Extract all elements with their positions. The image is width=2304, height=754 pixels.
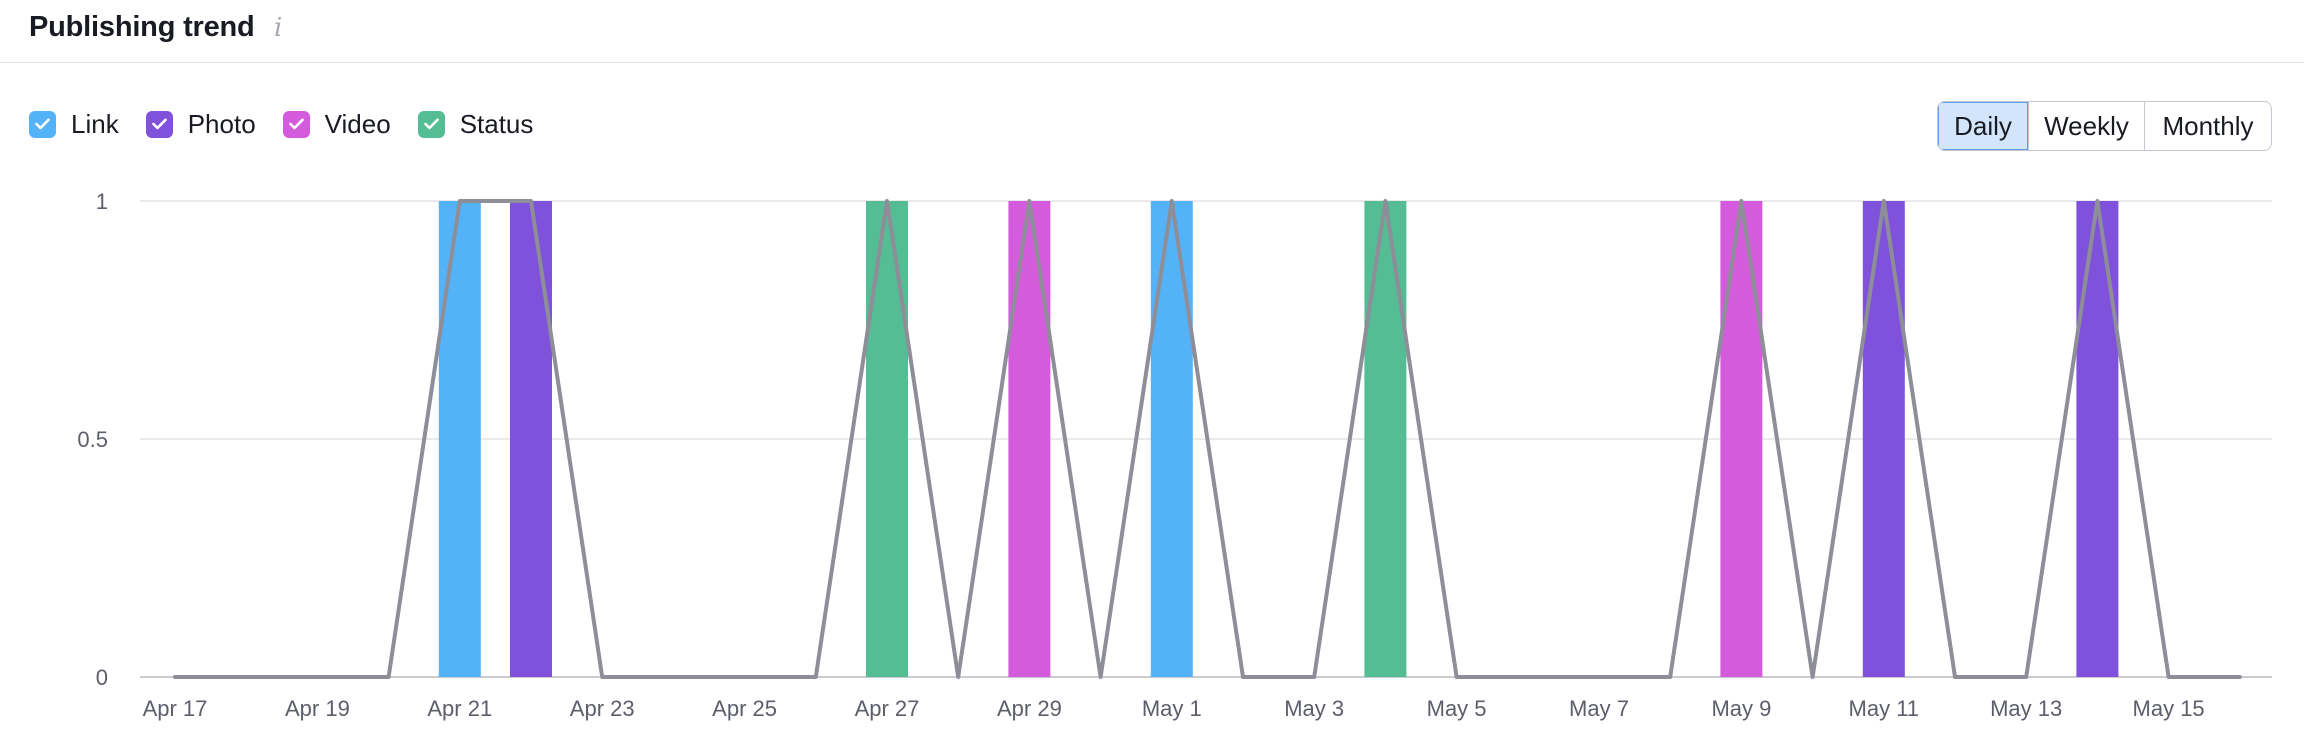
bar-video (1008, 201, 1051, 677)
check-icon (35, 118, 50, 130)
x-tick-label: Apr 19 (285, 696, 350, 721)
check-icon (151, 118, 167, 130)
legend-item-video[interactable]: Video (282, 108, 391, 140)
legend-item-photo[interactable]: Photo (145, 108, 256, 140)
x-tick-label: Apr 21 (427, 696, 492, 721)
y-tick-label: 0.5 (77, 427, 108, 452)
y-axis-ticks: 00.51 (77, 189, 108, 690)
total-line-layer (173, 199, 2242, 679)
x-tick-label: Apr 23 (570, 696, 635, 721)
video-checkbox[interactable] (282, 110, 310, 138)
bar-photo (2076, 201, 2119, 677)
x-tick-label: May 3 (1284, 696, 1344, 721)
link-checkbox[interactable] (29, 110, 56, 138)
x-tick-label: Apr 17 (143, 696, 208, 721)
x-tick-label: May 7 (1569, 696, 1629, 721)
x-tick-label: May 1 (1142, 696, 1202, 721)
status-checkbox[interactable] (417, 110, 445, 138)
x-axis-ticks: Apr 17 Apr 19 Apr 21 Apr 23 Apr 25 Apr 27 Apr … (143, 696, 2205, 721)
page-title: Publishing trend (29, 11, 255, 43)
daily-button[interactable]: Daily (1938, 102, 2028, 150)
bar-photo (510, 201, 552, 677)
check-icon (288, 118, 304, 130)
bar-video (1720, 201, 1763, 677)
widget-header: Publishing trend i (0, 0, 2304, 63)
bar-status (1364, 201, 1407, 677)
monthly-button[interactable]: Monthly (2144, 102, 2271, 150)
bar-link (438, 201, 481, 677)
weekly-button[interactable]: Weekly (2028, 102, 2144, 150)
x-tick-label: May 13 (1990, 696, 2062, 721)
x-tick-label: May 5 (1427, 696, 1487, 721)
period-toggle: Daily Weekly Monthly (1937, 101, 2272, 151)
legend-label-link: Link (71, 108, 119, 139)
legend-item-status[interactable]: Status (417, 108, 534, 140)
x-tick-label: Apr 27 (855, 696, 920, 721)
bar-photo (1862, 201, 1905, 677)
x-tick-label: May 9 (1711, 696, 1771, 721)
bars (438, 201, 2119, 677)
legend-item-link[interactable]: Link (29, 109, 119, 140)
bar-status (866, 201, 908, 677)
photo-checkbox[interactable] (145, 110, 173, 138)
legend-label-photo: Photo (187, 108, 256, 139)
check-icon (423, 118, 439, 130)
x-tick-label: May 15 (2133, 696, 2205, 721)
x-tick-label: May 11 (1849, 696, 1920, 721)
y-tick-label: 1 (96, 189, 108, 214)
legend-label-status: Status (459, 108, 534, 139)
x-tick-label: Apr 25 (712, 696, 777, 721)
x-tick-label: Apr 29 (997, 696, 1062, 721)
bar-link (1150, 201, 1193, 677)
y-tick-label: 0 (96, 665, 108, 690)
legend-label-video: Video (324, 108, 391, 139)
total-line (173, 199, 2242, 679)
chart-legend: Link Photo Video Status (29, 107, 560, 141)
info-icon[interactable]: i (274, 13, 283, 43)
